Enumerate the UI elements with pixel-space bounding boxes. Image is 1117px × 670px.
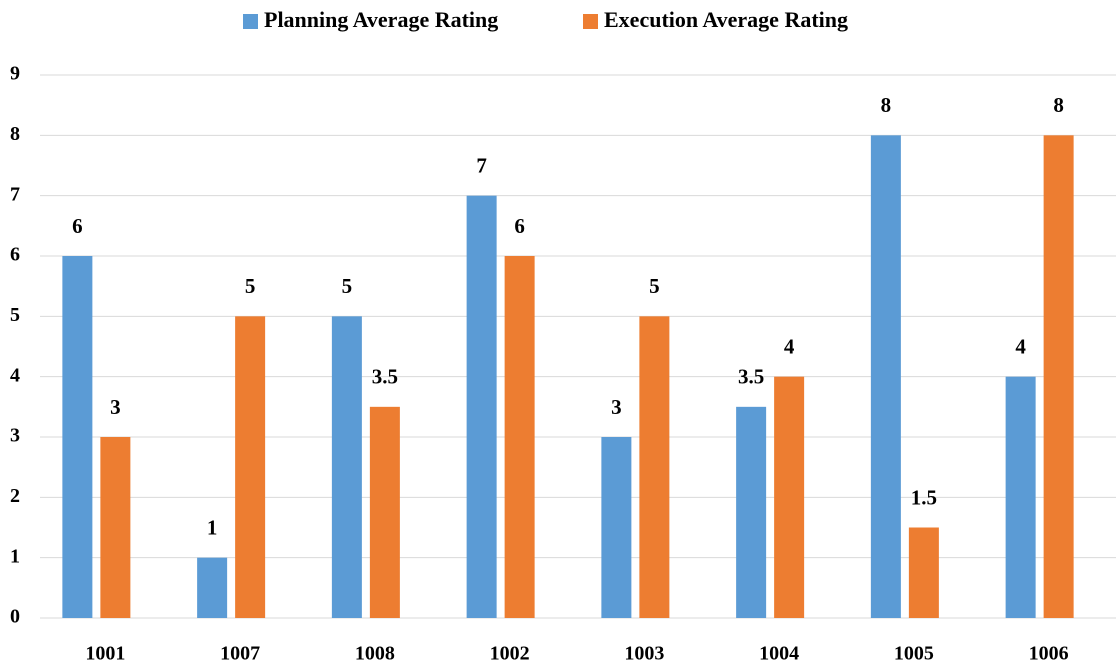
value-label: 3 — [611, 395, 622, 419]
bar — [908, 527, 939, 618]
y-tick-label: 4 — [10, 364, 20, 386]
value-label: 7 — [476, 153, 487, 177]
value-label: 6 — [514, 214, 525, 238]
legend-swatch — [243, 14, 258, 29]
y-tick-label: 1 — [10, 545, 20, 567]
bar — [639, 316, 670, 618]
bar — [870, 135, 901, 619]
y-tick-label: 0 — [10, 606, 20, 628]
bar — [197, 557, 228, 618]
bar — [466, 195, 497, 618]
y-tick-label: 9 — [10, 63, 20, 85]
value-label: 6 — [72, 214, 83, 238]
x-tick-label: 1007 — [220, 643, 260, 665]
x-tick-label: 1003 — [624, 643, 664, 665]
bar — [601, 437, 632, 618]
legend-label: Execution Average Rating — [604, 7, 848, 32]
value-label: 8 — [881, 93, 892, 117]
value-label: 1 — [207, 515, 218, 539]
value-label: 5 — [649, 274, 660, 298]
y-tick-label: 6 — [10, 244, 20, 266]
value-label: 4 — [1015, 334, 1026, 358]
y-tick-label: 7 — [10, 183, 20, 205]
bar — [504, 256, 535, 618]
x-tick-label: 1002 — [490, 643, 530, 665]
bar — [62, 256, 93, 618]
x-tick-label: 1008 — [355, 643, 395, 665]
x-tick-label: 1001 — [85, 643, 125, 665]
value-label: 8 — [1053, 93, 1064, 117]
bar — [331, 316, 362, 618]
bar — [1005, 376, 1036, 618]
value-label: 4 — [784, 334, 795, 358]
y-tick-label: 5 — [10, 304, 20, 326]
value-label: 1.5 — [911, 485, 937, 509]
value-label: 5 — [245, 274, 256, 298]
value-label: 5 — [342, 274, 353, 298]
x-tick-label: 1004 — [759, 643, 799, 665]
bar — [774, 376, 805, 618]
bar — [736, 406, 767, 618]
value-label: 3.5 — [372, 365, 398, 389]
legend-label: Planning Average Rating — [264, 7, 498, 32]
bar — [1043, 135, 1074, 619]
bar — [369, 406, 400, 618]
value-label: 3.5 — [738, 365, 764, 389]
bar — [100, 437, 131, 618]
value-label: 3 — [110, 395, 121, 419]
y-tick-label: 8 — [10, 123, 20, 145]
x-tick-label: 1006 — [1029, 643, 1069, 665]
legend-swatch — [583, 14, 598, 29]
x-tick-label: 1005 — [894, 643, 934, 665]
y-tick-label: 3 — [10, 425, 20, 447]
bar — [235, 316, 266, 618]
y-tick-label: 2 — [10, 485, 20, 507]
